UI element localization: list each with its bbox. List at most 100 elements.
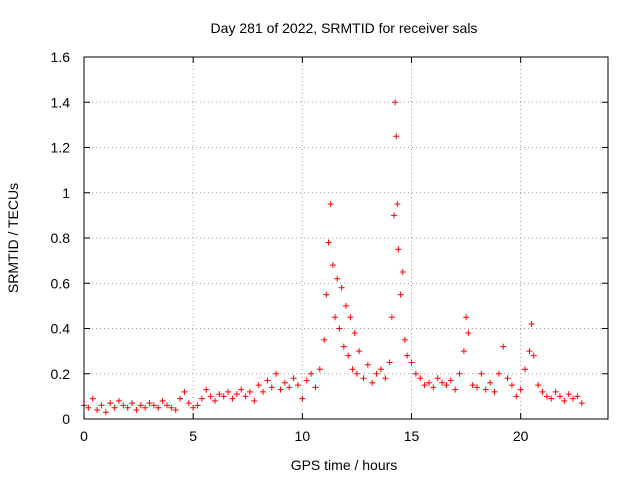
data-point [578,400,585,407]
data-point [526,348,533,355]
data-point [404,352,411,359]
y-tick-label: 1.4 [51,94,71,110]
data-point [85,404,92,411]
data-point [391,212,398,219]
y-tick-label: 1 [62,185,70,201]
data-point [500,343,507,350]
data-point [338,284,345,291]
data-point [242,393,249,400]
data-point [408,359,415,366]
data-point [447,377,454,384]
data-point [233,391,240,398]
data-point [456,370,463,377]
data-point [417,375,424,382]
data-point [255,382,262,389]
data-point [115,397,122,404]
data-point [369,379,376,386]
data-point [434,375,441,382]
data-point [327,201,334,208]
chart-title: Day 281 of 2022, SRMTID for receiver sal… [211,20,478,36]
data-point [360,375,367,382]
data-point [246,388,253,395]
data-point [513,393,520,400]
data-point [329,262,336,269]
data-point [395,246,402,253]
data-point [345,352,352,359]
x-tick-label: 15 [404,428,420,444]
data-point [347,314,354,321]
data-point [382,375,389,382]
data-point [421,382,428,389]
data-point [172,406,179,413]
data-point [146,400,153,407]
data-point [332,314,339,321]
data-point [268,384,275,391]
data-point [94,406,101,413]
data-point [316,366,323,373]
data-point [225,388,232,395]
data-point [129,400,136,407]
data-point [543,393,550,400]
data-point [290,375,297,382]
data-point [574,393,581,400]
data-point [294,382,301,389]
data-point [159,397,166,404]
plot-frame [83,56,609,420]
data-point [325,239,332,246]
data-point [522,366,529,373]
data-point [334,275,341,282]
data-point [229,395,236,402]
y-tick-label: 0.6 [51,275,71,291]
data-point [190,404,197,411]
data-point [277,386,284,393]
y-tick-label: 0.4 [51,321,71,337]
data-point [539,388,546,395]
data-point [474,384,480,391]
data-point [401,336,408,343]
x-tick-labels: 0 5 10 15 20 [80,428,529,444]
data-point [349,366,356,373]
data-point [548,395,555,402]
data-point [535,382,542,389]
data-point [469,382,476,389]
data-point [425,379,432,386]
data-point [397,291,404,298]
data-point [439,379,446,386]
data-point [482,386,489,393]
x-axis-label: GPS time / hours [291,457,398,473]
data-point [336,325,343,332]
data-point [198,395,205,402]
data-point [491,388,498,395]
data-point [356,348,363,355]
data-point [343,302,349,309]
data-point [273,370,280,377]
data-point [98,402,105,409]
data-point [388,314,395,321]
data-point [299,395,306,402]
data-point [463,314,470,321]
data-point [353,370,360,377]
data-point [323,291,330,298]
data-point [561,397,568,404]
data-point [185,400,192,407]
data-point [168,404,175,411]
data-point [303,377,310,384]
data-point [570,395,577,402]
data-point [107,400,114,407]
data-point [393,133,400,140]
data-point [150,402,157,409]
data-point [220,393,227,400]
data-point [530,352,537,359]
data-point [465,330,472,337]
data-point [377,366,384,373]
y-tick-label: 1.6 [51,49,71,65]
data-point [155,404,162,411]
data-point [460,348,467,355]
data-point [312,384,319,391]
data-point [565,391,572,398]
y-axis-label: SRMTID / TECUs [5,183,21,293]
data-point [251,397,258,404]
data-point [281,379,288,386]
y-tick-labels: 0 0.2 0.4 0.6 0.8 1 1.2 1.4 1.6 [51,49,71,427]
